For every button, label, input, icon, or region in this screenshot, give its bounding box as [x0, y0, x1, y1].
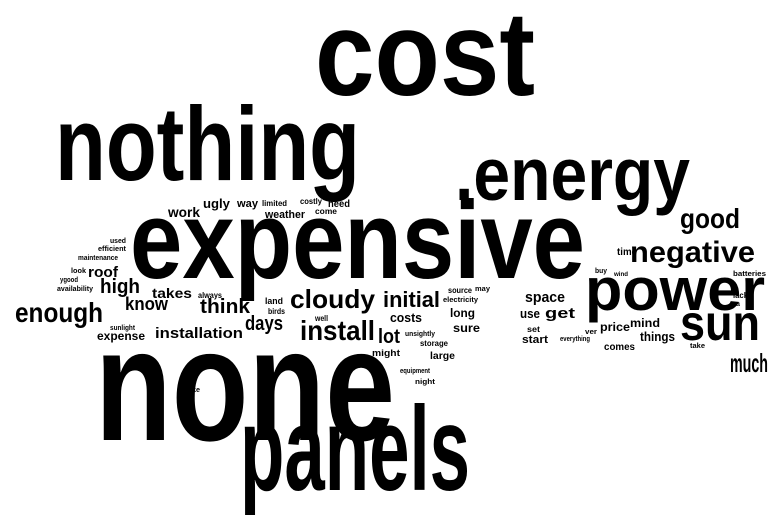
word: nothing — [55, 86, 360, 203]
word: good — [680, 203, 740, 234]
word: enough — [15, 297, 103, 328]
word: electricity — [443, 297, 478, 304]
word: birds — [268, 307, 285, 316]
word: everything — [560, 336, 590, 343]
word: used — [110, 238, 126, 245]
word: time — [617, 247, 637, 258]
word: land — [265, 296, 283, 306]
word: get — [545, 305, 575, 322]
word: batteries — [733, 271, 766, 278]
word: availability — [57, 286, 93, 293]
word: may — [475, 286, 490, 293]
word: well — [314, 314, 328, 323]
word: source — [448, 286, 473, 295]
word: negative — [630, 236, 755, 269]
word: look — [71, 268, 86, 275]
word: need — [328, 199, 350, 210]
word: weather — [264, 209, 306, 221]
word: price — [600, 320, 630, 334]
word: .energy — [455, 132, 690, 216]
word: use — [520, 306, 540, 321]
word: panels — [240, 382, 470, 516]
word: large — [430, 351, 455, 362]
word: ugly — [203, 196, 231, 211]
word: space — [525, 289, 565, 306]
word: might — [372, 348, 400, 358]
word: think — [200, 296, 251, 318]
word: night — [415, 379, 436, 386]
word: work — [167, 204, 200, 220]
word: things — [640, 329, 675, 344]
word: set — [527, 325, 540, 334]
word: cost — [315, 0, 535, 121]
word: initial — [383, 287, 440, 312]
word: ygood — [60, 277, 78, 284]
word: equipment — [400, 368, 431, 375]
word: unsightly — [405, 331, 435, 338]
word: much — [730, 348, 768, 378]
word: efficient — [98, 246, 127, 253]
word: costs — [390, 310, 422, 325]
word: long — [450, 306, 475, 320]
word: days — [245, 313, 283, 335]
word: maintenance — [78, 255, 118, 262]
word: sun — [680, 295, 760, 351]
word: na — [732, 301, 740, 308]
word: expense — [97, 329, 145, 343]
word: like — [188, 387, 200, 394]
word: roof — [88, 264, 119, 281]
word: power — [585, 256, 765, 323]
word: high — [100, 276, 140, 298]
word: comes — [604, 342, 635, 353]
word: takes — [152, 285, 192, 301]
word: sure — [453, 321, 480, 335]
word: storage — [420, 339, 449, 348]
word: know — [125, 294, 169, 314]
word: take — [690, 343, 705, 350]
word: expensive — [130, 179, 585, 302]
word: ver — [585, 329, 597, 336]
word: limited — [262, 199, 287, 208]
word: none — [95, 295, 395, 474]
word: way — [236, 198, 259, 210]
word: buy — [595, 268, 607, 275]
word: costly — [300, 197, 323, 206]
word: install — [300, 315, 375, 346]
word: sunlight — [110, 325, 136, 332]
word: wind — [613, 272, 628, 278]
word: installation — [155, 325, 243, 342]
word: lot — [378, 326, 400, 348]
word: always — [198, 291, 222, 300]
word: cloudy — [290, 284, 376, 314]
word: lack — [733, 291, 749, 300]
word: mind — [630, 316, 660, 330]
word: start — [522, 334, 548, 346]
word: come — [315, 207, 338, 216]
